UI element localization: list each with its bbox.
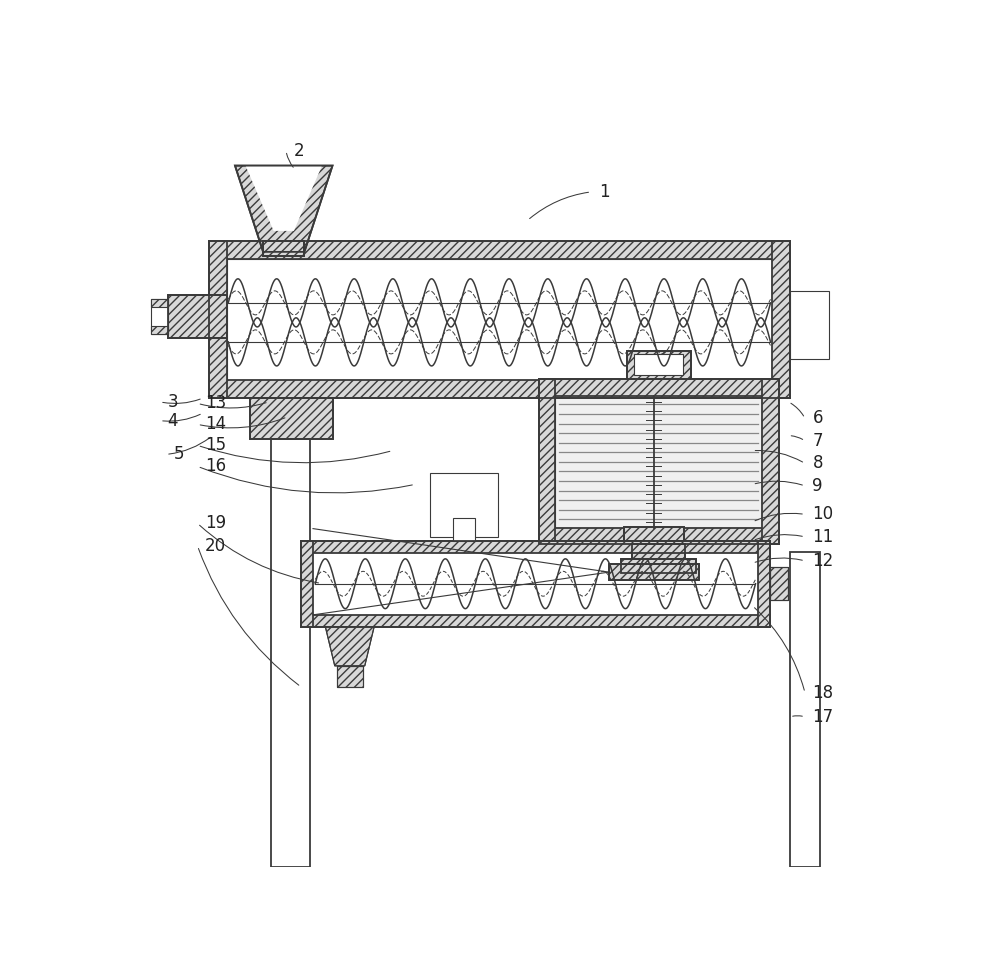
Bar [227, 259, 772, 380]
Bar [790, 552, 820, 867]
Bar [555, 395, 762, 528]
Bar [337, 666, 363, 687]
Bar [609, 564, 699, 581]
Bar [632, 544, 685, 559]
Bar [430, 473, 498, 537]
Text: 15: 15 [205, 436, 226, 455]
Bar [624, 527, 684, 541]
Bar [758, 541, 770, 627]
Bar [770, 567, 788, 600]
Bar [168, 295, 227, 338]
Text: 14: 14 [205, 415, 226, 433]
Text: 1: 1 [599, 183, 609, 201]
Text: 8: 8 [812, 454, 823, 472]
Bar [209, 241, 227, 398]
Bar [301, 615, 770, 627]
Text: 6: 6 [812, 409, 823, 428]
Polygon shape [325, 627, 374, 666]
Bar [762, 380, 779, 544]
Bar [621, 559, 696, 573]
Bar [250, 398, 333, 439]
Bar [209, 241, 790, 259]
Bar [301, 541, 770, 552]
Bar [151, 299, 168, 334]
Bar [168, 295, 227, 338]
Polygon shape [235, 166, 333, 252]
Text: 7: 7 [812, 431, 823, 450]
Bar [627, 351, 691, 380]
Bar [772, 241, 790, 398]
Bar [624, 527, 684, 541]
Text: 9: 9 [812, 477, 823, 495]
Bar [453, 518, 475, 541]
Bar [151, 299, 168, 307]
Text: 10: 10 [812, 506, 834, 523]
Bar [539, 380, 555, 544]
Polygon shape [246, 166, 322, 231]
Text: 3: 3 [168, 393, 178, 411]
Text: 2: 2 [294, 141, 304, 160]
Bar [301, 541, 313, 627]
Text: 13: 13 [205, 394, 226, 412]
Text: 11: 11 [812, 528, 834, 545]
Bar [301, 541, 770, 627]
Bar [770, 567, 788, 600]
Bar [627, 351, 691, 380]
Bar [263, 241, 304, 255]
Bar [539, 380, 779, 395]
Bar [539, 380, 779, 544]
Bar [337, 666, 363, 687]
Bar [263, 241, 304, 255]
Bar [621, 559, 696, 573]
Bar [539, 528, 779, 544]
Text: 19: 19 [205, 514, 226, 533]
Bar [209, 241, 790, 398]
Bar [151, 326, 168, 334]
Text: 4: 4 [168, 412, 178, 430]
Bar [271, 398, 310, 867]
Text: 16: 16 [205, 458, 226, 475]
Text: 18: 18 [812, 684, 834, 702]
Bar [250, 398, 333, 439]
Text: 20: 20 [205, 537, 226, 555]
Bar [609, 564, 699, 581]
Bar [632, 544, 685, 559]
Text: 5: 5 [174, 445, 184, 464]
Text: 12: 12 [812, 552, 834, 570]
Bar [790, 291, 829, 358]
Text: 17: 17 [812, 708, 834, 726]
Bar [634, 354, 683, 375]
Bar [209, 380, 790, 398]
